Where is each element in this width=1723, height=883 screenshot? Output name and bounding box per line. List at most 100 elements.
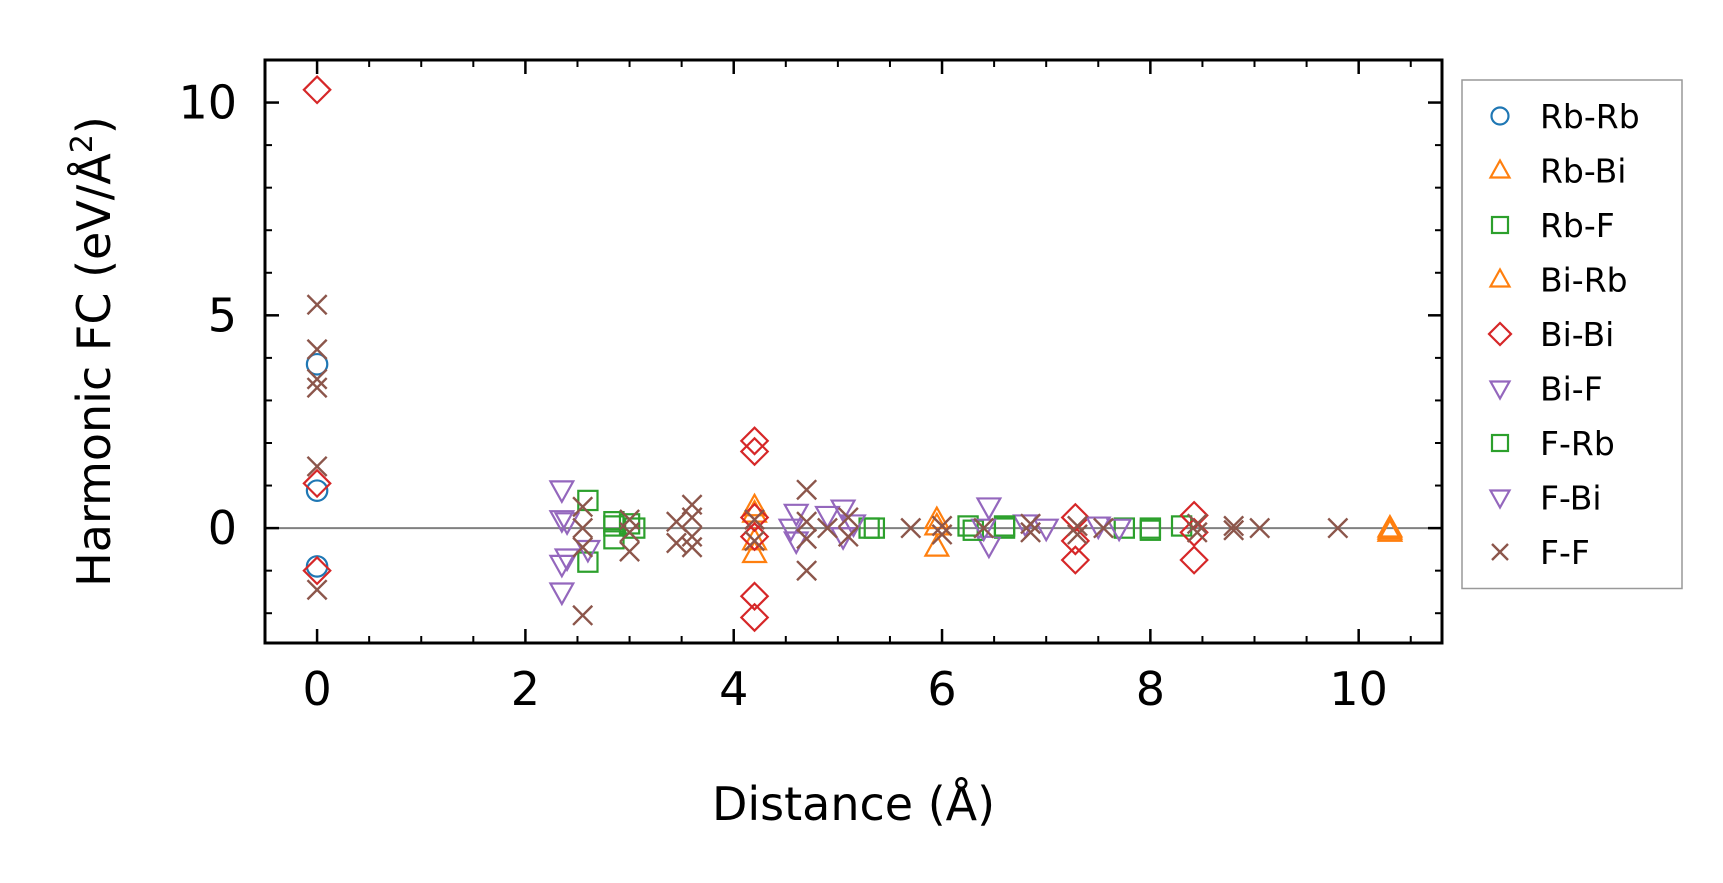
x-axis-label: Distance (Å) (712, 777, 995, 831)
legend-item: Bi-F (1488, 370, 1603, 409)
data-point (1113, 517, 1136, 539)
legend-item: Bi-Rb (1488, 261, 1628, 300)
data-point (302, 468, 332, 499)
data-point (1093, 517, 1114, 539)
data-point (548, 480, 576, 505)
data-point (931, 515, 953, 537)
legend-item: Rb-F (1490, 206, 1615, 245)
legend-marker (1488, 380, 1512, 401)
data-point (1327, 517, 1349, 539)
legend-marker (1488, 267, 1512, 288)
plot-frame (263, 58, 1444, 645)
legend-item: Rb-Rb (1490, 97, 1640, 136)
legend-label: Rb-Rb (1540, 97, 1640, 136)
legend-item: Bi-Bi (1487, 315, 1614, 354)
data-point (796, 511, 818, 533)
data-point (931, 524, 953, 545)
legend-item: F-Rb (1490, 424, 1615, 463)
data-point (1186, 521, 1208, 543)
data-point (302, 75, 332, 105)
data-point (572, 536, 594, 558)
data-point (572, 496, 594, 518)
legend: Rb-Rb Rb-Bi Rb-F Bi-Rb Bi-Bi Bi-F F-Rb F-Bi F-F (1461, 79, 1683, 590)
data-point (1376, 515, 1404, 540)
y-axis-label: Harmonic FC (eV/Å2) (65, 116, 121, 587)
legend-label: F-Bi (1540, 479, 1602, 518)
legend-label: Rb-Bi (1540, 152, 1626, 191)
data-point (796, 479, 818, 501)
data-point (306, 294, 328, 316)
data-point (1060, 526, 1091, 556)
series-f-bi (553, 505, 1060, 573)
x-tick-label: 4 (719, 662, 748, 716)
data-point (782, 503, 810, 528)
legend-marker (1488, 489, 1512, 510)
x-tick-label: 8 (1136, 662, 1165, 716)
data-point (306, 455, 328, 477)
data-point (548, 554, 576, 579)
data-point (739, 502, 770, 533)
data-point (957, 515, 979, 537)
data-point (1060, 502, 1091, 533)
data-point (1249, 517, 1271, 539)
data-point (796, 528, 818, 550)
legend-marker (1488, 158, 1512, 179)
y-axis-label-close: ) (67, 116, 121, 134)
data-point (1223, 519, 1245, 541)
series-bi-bi (302, 75, 1209, 633)
data-point (739, 581, 770, 611)
legend-label: F-F (1540, 533, 1590, 572)
legend-label: Bi-Bi (1540, 315, 1614, 354)
series-f-f (306, 294, 1349, 626)
data-point (1020, 521, 1042, 543)
data-point (665, 532, 687, 554)
data-point (619, 521, 641, 543)
data-point (306, 377, 328, 399)
x-tick-label: 6 (927, 662, 956, 716)
data-point (305, 479, 329, 502)
legend-marker (1490, 106, 1510, 126)
data-point (837, 507, 859, 528)
data-point (619, 541, 641, 562)
data-point (548, 582, 576, 607)
data-point (817, 517, 838, 539)
data-point (975, 535, 1003, 560)
data-point (1179, 545, 1209, 575)
data-point (548, 510, 576, 534)
data-point (863, 517, 886, 539)
y-axis-label-main: Harmonic FC (eV/Å (67, 153, 121, 587)
data-point (681, 526, 703, 548)
legend-item: F-Bi (1488, 479, 1602, 518)
data-point (993, 515, 1016, 537)
data-point (739, 602, 770, 633)
data-point (1139, 519, 1162, 541)
legend-item: F-F (1491, 533, 1590, 572)
data-point (305, 352, 329, 376)
data-point (1060, 545, 1091, 575)
data-point (741, 492, 768, 517)
data-point (900, 517, 922, 539)
data-point (973, 517, 995, 539)
legend-marker (1490, 433, 1510, 453)
data-point (837, 526, 859, 548)
x-tick-label: 10 (1329, 662, 1388, 716)
data-point (1179, 517, 1209, 548)
data-point (741, 539, 768, 564)
data-point (553, 512, 581, 536)
legend-label: Rb-F (1540, 206, 1615, 245)
y-tick-label: 5 (208, 288, 237, 342)
y-axis-label-superscript: 2 (65, 134, 100, 153)
legend-label: Bi-Rb (1540, 261, 1628, 300)
data-point (305, 555, 329, 578)
data-point (975, 497, 1003, 522)
data-point (1066, 524, 1088, 545)
x-tick-label: 2 (511, 662, 540, 716)
legend-marker (1487, 321, 1513, 347)
x-tick-label: 0 (302, 662, 331, 716)
data-point (744, 530, 765, 552)
data-point (923, 505, 951, 530)
data-point (302, 555, 332, 586)
data-point (572, 604, 594, 626)
data-point (1186, 513, 1208, 535)
legend-item: Rb-Bi (1488, 152, 1626, 191)
